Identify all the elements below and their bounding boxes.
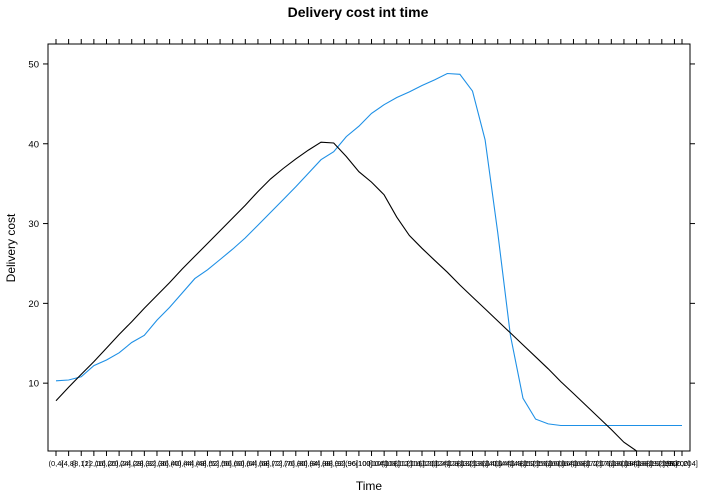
x-tick-label: (156,160] <box>532 459 564 468</box>
x-tick-label: (68,72] <box>259 459 282 468</box>
x-tick-label: (144,148] <box>495 459 527 468</box>
y-tick-label: 30 <box>28 219 39 230</box>
x-tick-label: (40,44] <box>171 459 194 468</box>
x-tick-label: (32,36] <box>145 459 168 468</box>
x-tick-label: (96,100] <box>345 459 373 468</box>
x-tick-label: (24,28] <box>120 459 143 468</box>
x-tick-label: (104,108] <box>368 459 400 468</box>
x-tick-label: (20,24] <box>107 459 130 468</box>
x-tick-label: (184,188] <box>621 459 653 468</box>
x-tick-label: (188,192] <box>633 459 665 468</box>
x-tick-label: (152,156] <box>520 459 552 468</box>
x-tick-label: (76,80] <box>284 459 307 468</box>
x-tick-label: (108,112] <box>381 459 412 468</box>
y-axis-label: Delivery cost <box>4 213 18 282</box>
x-tick-label: (16,20] <box>95 459 118 468</box>
y-axis: 10 20 30 40 50 <box>28 59 695 390</box>
x-tick-label: (12,16] <box>82 459 105 468</box>
x-tick-label: (168,172] <box>570 459 602 468</box>
x-axis: (0,4](4,8](8,12](12,16](16,20](20,24](24… <box>48 39 698 468</box>
x-tick-label: (36,40] <box>158 459 181 468</box>
x-tick-label: (172,176] <box>583 459 615 468</box>
x-tick-label: (148,152] <box>507 459 539 468</box>
x-tick-label: (100,104] <box>356 459 388 468</box>
x-tick-label: (28,32] <box>133 459 156 468</box>
x-tick-label: (80,84] <box>297 459 320 468</box>
x-tick-label: (56,60] <box>221 459 244 468</box>
x-tick-label: (180,184] <box>608 459 640 468</box>
x-tick-label: (176,180] <box>595 459 627 468</box>
x-tick-label: (52,56] <box>208 459 231 468</box>
x-tick-label: (8,12] <box>72 459 91 468</box>
x-tick-label: (196,200] <box>659 459 691 468</box>
x-tick-label: (48,52] <box>196 459 219 468</box>
y-tick-label: 50 <box>28 59 39 70</box>
x-tick-label: (60,64] <box>234 459 257 468</box>
x-tick-label: (164,168] <box>558 459 590 468</box>
x-tick-label: (72,76] <box>271 459 294 468</box>
x-tick-label: (140,144] <box>482 459 514 468</box>
x-tick-label: (128,132] <box>444 459 476 468</box>
x-tick-label: (200,204] <box>666 459 698 468</box>
x-tick-label: (132,136] <box>457 459 489 468</box>
y-tick-label: 20 <box>28 299 39 310</box>
x-tick-label: (124,128] <box>431 459 463 468</box>
x-tick-label: (116,120] <box>406 459 437 468</box>
x-tick-label: (44,48] <box>183 459 206 468</box>
series-line-1 <box>55 72 682 427</box>
series-line-2 <box>55 141 675 452</box>
x-tick-label: (120,124] <box>419 459 451 468</box>
x-tick-label: (192,196] <box>646 459 678 468</box>
chart-title: Delivery cost int time <box>288 4 429 20</box>
x-axis-label: Time <box>356 479 383 493</box>
y-tick-label: 10 <box>28 379 39 390</box>
x-tick-label: (112,116] <box>394 459 425 468</box>
x-tick-label: (0,4] <box>48 459 63 468</box>
x-tick-label: (4,8] <box>61 459 76 468</box>
x-tick-label: (88,92] <box>322 459 345 468</box>
plot-frame <box>47 43 691 452</box>
x-tick-label: (136,140] <box>469 459 501 468</box>
x-tick-label: (160,164] <box>545 459 577 468</box>
x-tick-label: (84,88] <box>309 459 332 468</box>
x-tick-label: (64,68] <box>246 459 269 468</box>
series-layer <box>55 72 682 452</box>
x-tick-label: (92,96] <box>335 459 358 468</box>
y-tick-label: 40 <box>28 139 39 150</box>
